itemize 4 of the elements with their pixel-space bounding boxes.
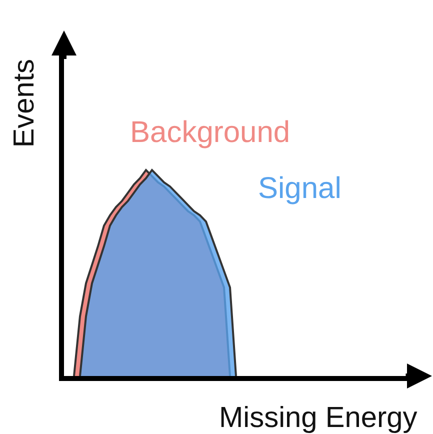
y-axis-title: Events [8, 58, 41, 148]
series-label: Background [130, 116, 290, 149]
series-label: Signal [258, 172, 342, 205]
x-axis-title: Missing Energy [219, 402, 418, 434]
